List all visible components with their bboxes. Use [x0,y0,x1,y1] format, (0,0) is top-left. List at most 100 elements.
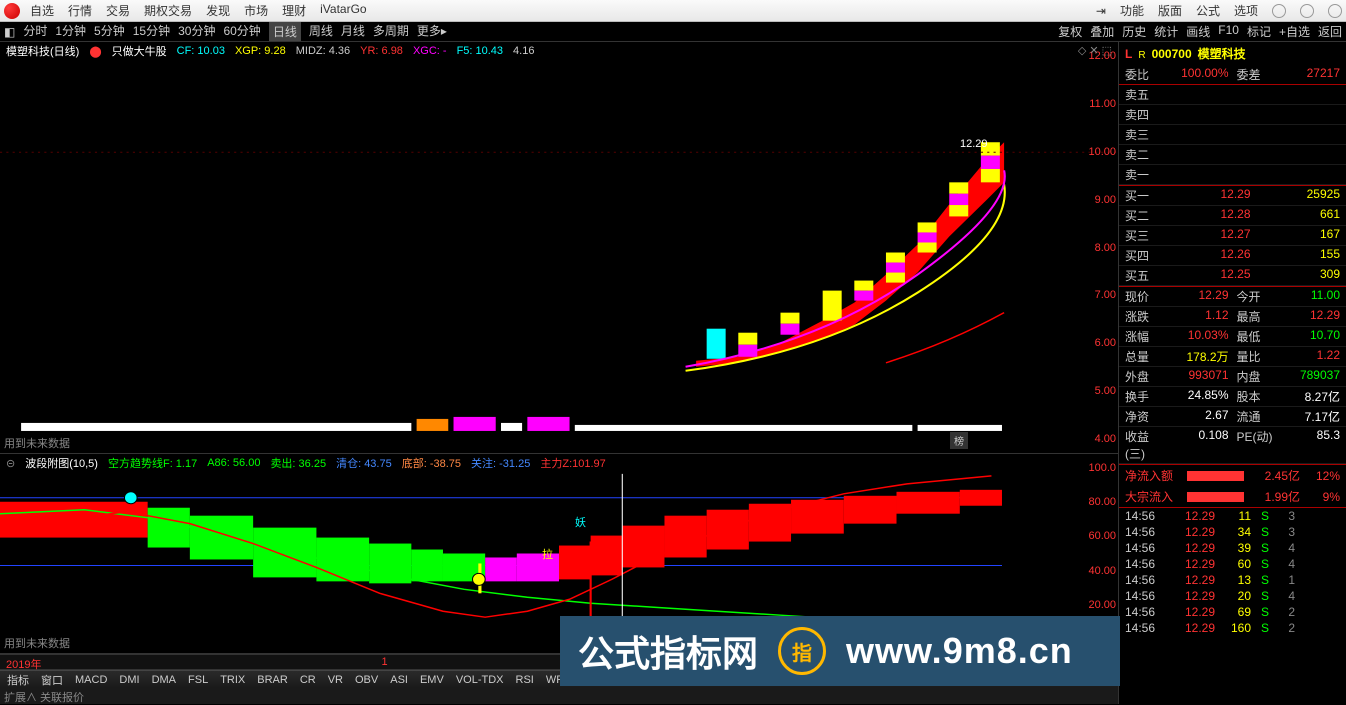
chart-annotation: 拉 [542,546,553,562]
indicator-tab[interactable]: BRAR [254,674,291,686]
indicator-tab[interactable]: OBV [352,674,381,686]
price-chart[interactable]: 模塑科技(日线)⬤只做大牛股CF: 10.03XGP: 9.28MIDZ: 4.… [0,42,1118,454]
maximize-icon[interactable] [1300,4,1314,18]
chart-action[interactable]: 复权 [1058,23,1082,40]
timeframe-tab[interactable]: 5分钟 [94,22,125,41]
menu-item[interactable]: 行情 [68,2,92,19]
trade-row: 14:5612.2960S4 [1119,556,1346,572]
watermark-banner: 公式指标网 指 www.9m8.cn [560,616,1120,686]
watermark-logo-icon: 指 [778,627,826,675]
timeframe-tab[interactable]: 30分钟 [178,22,215,41]
chart-action[interactable]: +自选 [1279,23,1310,40]
indicator-tab[interactable]: RSI [513,674,537,686]
stat-row: 涨幅10.03%最低10.70 [1119,327,1346,347]
indicator-tab[interactable]: FSL [185,674,211,686]
stat-row: 净资2.67流通7.17亿 [1119,407,1346,427]
stock-code: 000700 [1152,47,1192,61]
sell-row: 卖四 [1119,105,1346,125]
stat-row: 换手24.85%股本8.27亿 [1119,387,1346,407]
chart-action[interactable]: 历史 [1122,23,1146,40]
top-right-menu: ⇥ 功能版面公式选项 [1096,2,1342,19]
menu-item[interactable]: 市场 [244,2,268,19]
trade-ticker: 14:5612.2911S314:5612.2934S314:5612.2939… [1119,508,1346,704]
stat-row: 现价12.29今开11.00 [1119,287,1346,307]
trade-row: 14:5612.2913S1 [1119,572,1346,588]
timeframe-tab[interactable]: 更多▸ [417,22,447,41]
timeframe-bar: ◧ 分时 1分钟 5分钟 15分钟 30分钟 60分钟日线周线月线多周期更多▸ 复权叠加历… [0,22,1346,42]
menu-item[interactable]: 选项 [1234,2,1258,19]
watermark-title: 公式指标网 [578,625,758,677]
indicator-tab[interactable]: MACD [72,674,110,686]
trade-row: 14:5612.2939S4 [1119,540,1346,556]
stat-row: 外盘993071内盘789037 [1119,367,1346,387]
menu-expand-icon[interactable]: ⇥ [1096,4,1106,18]
indicator-tab[interactable]: 指标 [4,672,32,688]
trade-row: 14:5612.2911S3 [1119,508,1346,524]
indicator-tab[interactable]: TRIX [217,674,248,686]
menu-item[interactable]: 发现 [206,2,230,19]
buy-row: 买四12.26155 [1119,246,1346,266]
timeframe-tab[interactable]: 周线 [309,22,333,41]
chart-action[interactable]: 画线 [1186,23,1210,40]
extend-bar[interactable]: 扩展∧ 关联报价 [0,688,1118,704]
watermark-url: www.9m8.cn [846,630,1073,672]
stat-row: 涨跌1.12最高12.29 [1119,307,1346,327]
timeframe-tab[interactable]: 分时 [23,22,47,41]
sell-row: 卖三 [1119,125,1346,145]
flow-row: 净流入额2.45亿12% [1119,465,1346,486]
flow-row: 大宗流入1.99亿9% [1119,486,1346,507]
app-logo-icon [4,3,20,19]
menu-item[interactable]: 公式 [1196,2,1220,19]
chart-annotation: 妖 [575,514,586,530]
indicator-tab[interactable]: DMA [149,674,179,686]
price-chart-svg [0,42,1118,453]
indicator-tab[interactable]: VR [325,674,346,686]
menu-item[interactable]: 理财 [282,2,306,19]
sell-row: 卖一 [1119,165,1346,185]
indicator-tab[interactable]: VOL-TDX [453,674,507,686]
chart-tools[interactable]: ◇ ✕ ⬚ [1078,44,1112,57]
timeline-year: 2019年 [6,656,41,668]
menu-item[interactable]: 交易 [106,2,130,19]
chart-action[interactable]: 返回 [1318,23,1342,40]
timeframe-tab[interactable]: 15分钟 [133,22,170,41]
buy-row: 买二12.28661 [1119,206,1346,226]
timeframe-tab[interactable]: 月线 [341,22,365,41]
chart-action[interactable]: F10 [1218,23,1239,40]
indicator-tab[interactable]: 窗口 [38,672,66,688]
buy-row: 买一12.2925925 [1119,186,1346,206]
menu-item[interactable]: 功能 [1120,2,1144,19]
sell-row: 卖五 [1119,85,1346,105]
trade-row: 14:5612.29160S2 [1119,620,1346,636]
stat-row: 收益(三)0.108PE(动)85.3 [1119,427,1346,464]
timeframe-tab[interactable]: 日线 [269,22,301,41]
indicator-tab[interactable]: ASI [387,674,411,686]
timeframe-tab[interactable]: 60分钟 [223,22,260,41]
menu-item[interactable]: 期权交易 [144,2,192,19]
chart-action[interactable]: 叠加 [1090,23,1114,40]
future-data-note-2: 用到未来数据 [4,635,70,651]
menu-item[interactable]: iVatarGo [320,2,366,19]
main-area: 模塑科技(日线)⬤只做大牛股CF: 10.03XGP: 9.28MIDZ: 4.… [0,42,1346,704]
future-data-note: 用到未来数据 [4,435,70,451]
charts-panel: 模塑科技(日线)⬤只做大牛股CF: 10.03XGP: 9.28MIDZ: 4.… [0,42,1118,704]
indicator-tab[interactable]: DMI [116,674,142,686]
indicator-tab[interactable]: CR [297,674,319,686]
menu-item[interactable]: 版面 [1158,2,1182,19]
indicator-tab[interactable]: EMV [417,674,447,686]
minimize-icon[interactable] [1272,4,1286,18]
trade-row: 14:5612.2969S2 [1119,604,1346,620]
trade-row: 14:5612.2934S3 [1119,524,1346,540]
chart-action[interactable]: 统计 [1154,23,1178,40]
close-icon[interactable] [1328,4,1342,18]
rank-badge[interactable]: 榜 [950,432,968,449]
weibi-row: 委比 100.00% 委差 27217 [1119,65,1346,85]
timeframe-tab[interactable]: 多周期 [373,22,409,41]
top-toolbar: 自选行情交易期权交易发现市场理财 iVatarGo ⇥ 功能版面公式选项 [0,0,1346,22]
chart-action[interactable]: 标记 [1247,23,1271,40]
timebar-handle-icon[interactable]: ◧ [4,25,15,39]
timeframe-tab[interactable]: 1分钟 [55,22,86,41]
rights-icon: R [1138,50,1145,61]
trade-row: 14:5612.2920S4 [1119,588,1346,604]
menu-item[interactable]: 自选 [30,2,54,19]
